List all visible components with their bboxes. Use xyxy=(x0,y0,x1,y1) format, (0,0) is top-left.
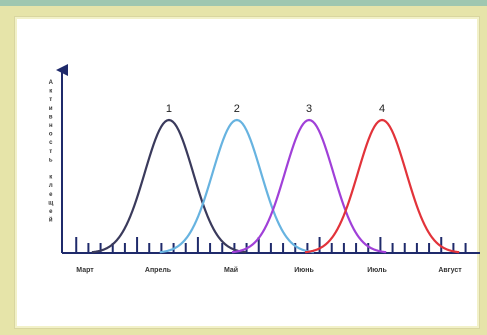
y-label-letter: т xyxy=(49,97,52,103)
curves xyxy=(91,118,460,254)
y-label-letter: е xyxy=(49,209,53,215)
y-label-letter: к xyxy=(49,175,53,181)
y-label-letter: с xyxy=(49,140,53,146)
y-label-letter: А xyxy=(49,80,54,86)
peak-label-1: 1 xyxy=(166,103,172,115)
chart-panel xyxy=(14,16,480,329)
y-label-letter: о xyxy=(49,132,53,138)
y-label-letter: л xyxy=(49,183,53,189)
x-ticks xyxy=(75,237,467,253)
x-tick-label: Июль xyxy=(367,267,387,274)
x-tick-label: Август xyxy=(438,267,462,274)
series-line-1 xyxy=(91,118,247,254)
x-tick-labels: Март Апрель Май Июнь Июль Август xyxy=(76,266,462,274)
axes xyxy=(56,64,480,254)
x-tick-label: Июнь xyxy=(294,267,314,274)
series-line-2 xyxy=(159,118,315,254)
y-label-letter: т xyxy=(49,149,52,155)
x-tick-label: Март xyxy=(76,267,94,274)
series-line-4 xyxy=(304,118,460,254)
y-label-letter: в xyxy=(49,114,53,120)
peak-label-4: 4 xyxy=(379,103,385,115)
y-label-letter: н xyxy=(49,123,53,129)
y-label-letter: й xyxy=(49,217,53,224)
x-tick-label: Май xyxy=(224,266,238,274)
y-label-letter: и xyxy=(49,106,53,112)
x-tick-label: Апрель xyxy=(145,267,172,274)
y-label-letter: ь xyxy=(49,157,53,163)
peak-label-3: 3 xyxy=(306,103,312,115)
series-line-3 xyxy=(231,118,387,254)
peak-label-2: 2 xyxy=(234,103,240,115)
y-label-letter: щ xyxy=(48,200,54,206)
y-label-letter: е xyxy=(49,192,53,198)
peak-labels: 1 2 3 4 xyxy=(166,103,385,115)
y-label-letter: к xyxy=(49,89,53,95)
